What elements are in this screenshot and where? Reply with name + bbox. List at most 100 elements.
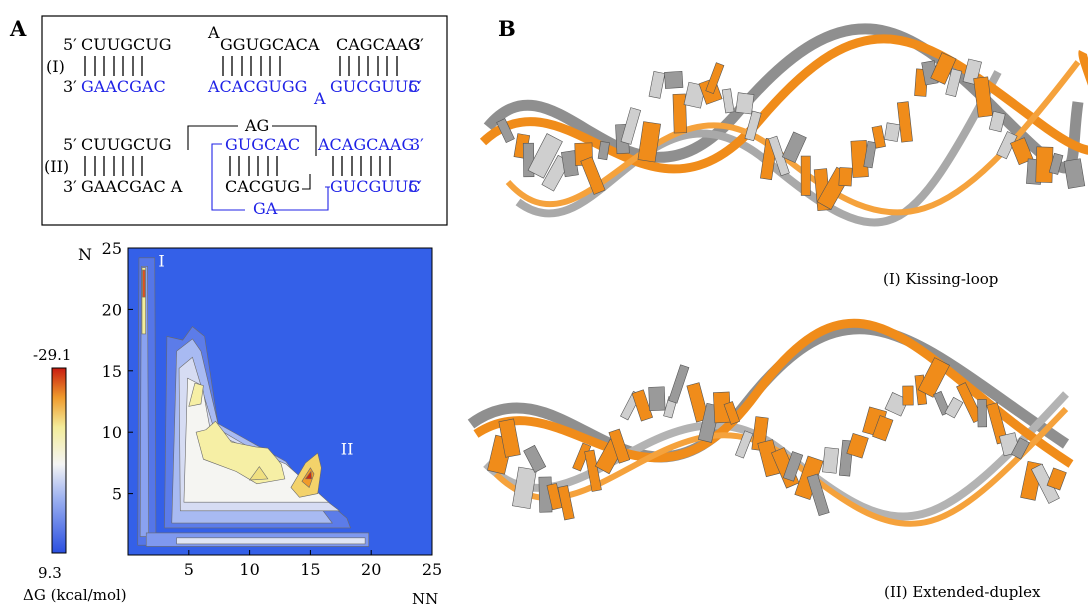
base-pair-rung bbox=[672, 93, 688, 134]
base-pair-rung bbox=[902, 385, 914, 406]
rna-scheme: (I) 5′ CUUGCUG A GGUGCACA CAGCAAG 3′ 3′ … bbox=[41, 15, 448, 226]
base-pair-rung bbox=[683, 81, 706, 109]
base-pair-rung bbox=[637, 121, 661, 163]
base-pair-rung bbox=[498, 418, 521, 458]
base-pair-rung bbox=[838, 167, 853, 187]
x-tick-label: 15 bbox=[300, 560, 320, 579]
scheme-I-top-seq-2: GGUGCACA bbox=[220, 35, 320, 54]
base-pair-rung bbox=[620, 107, 642, 145]
scheme-I-bottom-seq-3: GUCGUUC bbox=[330, 77, 421, 96]
scheme-II-blue-connector bbox=[211, 143, 330, 211]
contour-chart: -29.1 9.3 ΔG (kcal/mol) 5 10 15 20 25 5 10 15 20… bbox=[23, 240, 443, 605]
contour-floor-inner bbox=[176, 537, 366, 545]
base-pair-rung bbox=[945, 68, 963, 97]
base-pair-rung bbox=[883, 122, 901, 142]
scheme-I-top-seq-1: CUUGCUG bbox=[81, 35, 172, 54]
base-pair-rung bbox=[597, 141, 610, 161]
base-pair-rung bbox=[1063, 158, 1086, 189]
base-pair-rung bbox=[631, 389, 654, 422]
base-pair-rung bbox=[512, 466, 537, 510]
base-pair-rung bbox=[705, 62, 725, 94]
base-pair-rung bbox=[557, 485, 575, 521]
contour-level-5c bbox=[248, 466, 269, 481]
base-pair-rung bbox=[664, 70, 684, 89]
base-pair-rung bbox=[977, 399, 988, 428]
base-pair-rung bbox=[944, 396, 964, 419]
y-tick-label: 5 bbox=[112, 485, 122, 504]
contour-annotation: I bbox=[158, 251, 164, 270]
base-pair-rung bbox=[806, 473, 830, 517]
base-pair-rung bbox=[872, 415, 894, 442]
extended-duplex-model bbox=[467, 318, 1074, 527]
contour-ridge-red bbox=[142, 269, 146, 298]
kissing-loop-model bbox=[479, 23, 1088, 227]
colorbar-bottom-label: 9.3 bbox=[38, 564, 62, 582]
x-tick-label: 5 bbox=[184, 560, 194, 579]
x-tick-label: 20 bbox=[361, 560, 381, 579]
scheme-II-bottom-right: GUCGUUC bbox=[330, 177, 421, 196]
scheme-I-bottom-seq-2: ACACGUGG bbox=[207, 77, 307, 96]
scheme-II: (II) 5′ CUUGCUG AG GUGCAC ACAGCAAG 3′ 3′… bbox=[44, 116, 424, 218]
base-pair-rung bbox=[863, 140, 877, 169]
x-tick-label: 10 bbox=[239, 560, 259, 579]
scheme-I-top-end: 3′ bbox=[410, 35, 424, 54]
y-tick-label: 15 bbox=[102, 362, 122, 381]
base-pair-rung bbox=[871, 125, 886, 149]
scheme-I: (I) 5′ CUUGCUG A GGUGCACA CAGCAAG 3′ 3′ … bbox=[46, 23, 424, 108]
y-axis-label: N bbox=[78, 245, 92, 264]
colorbar bbox=[51, 367, 67, 554]
y-tick-label: 25 bbox=[102, 240, 122, 258]
contour-annotation: II bbox=[341, 439, 354, 458]
scheme-II-top-right: ACAGCAAG bbox=[317, 135, 414, 154]
base-pair-rung bbox=[723, 401, 741, 425]
base-pair-rung bbox=[782, 451, 804, 482]
contour-level-5b bbox=[188, 382, 204, 407]
base-pair-rung bbox=[580, 156, 606, 195]
y-tick-label: 10 bbox=[102, 423, 122, 442]
scheme-II-black-connector bbox=[187, 125, 317, 190]
contour-level-8 bbox=[304, 470, 312, 480]
plot-frame bbox=[127, 247, 433, 556]
scheme-I-bottom-end: 5′ bbox=[408, 77, 422, 96]
scheme-II-inner-bottom: CACGUG bbox=[225, 177, 300, 196]
base-pair-rung bbox=[523, 444, 547, 473]
scheme-I-label: (I) bbox=[46, 57, 65, 76]
base-pair-rung bbox=[846, 433, 869, 459]
base-pair-rung bbox=[608, 428, 631, 464]
base-pair-rung bbox=[1035, 146, 1054, 183]
base-pair-rung bbox=[496, 118, 515, 144]
scheme-II-inner-top: GUGCAC bbox=[225, 135, 300, 154]
scheme-I-bottom-prime: 3′ bbox=[63, 77, 77, 96]
base-pair-rung bbox=[781, 131, 807, 164]
scheme-II-pairing-bars bbox=[84, 156, 391, 176]
x-tick-label: 25 bbox=[422, 560, 442, 579]
structure-extended-duplex: (II) Extended-duplex bbox=[467, 318, 1074, 601]
base-pair-rung bbox=[822, 447, 840, 474]
x-axis-label: NN bbox=[412, 590, 438, 605]
base-pair-rung bbox=[1048, 152, 1064, 175]
scheme-I-pairing-bars bbox=[84, 56, 398, 76]
scheme-I-bottom-bulge: A bbox=[313, 89, 326, 108]
base-pair-rung bbox=[648, 386, 666, 412]
scheme-I-bottom-seq-1: GAACGAC bbox=[81, 77, 166, 96]
panel-label-b: B bbox=[498, 16, 516, 41]
base-pair-rung bbox=[584, 449, 602, 492]
scheme-I-top-prime: 5′ bbox=[63, 35, 77, 54]
scheme-II-bottom-prime: 3′ bbox=[63, 177, 77, 196]
scheme-II-loop-bottom: GA bbox=[253, 199, 278, 218]
base-pair-rung bbox=[973, 76, 993, 118]
base-pair-rung bbox=[721, 88, 735, 114]
base-pair-rung bbox=[800, 155, 811, 196]
contour-level-5 bbox=[195, 420, 286, 485]
base-pair-rung bbox=[1010, 137, 1034, 166]
kissing-loop-caption: (I) Kissing-loop bbox=[883, 270, 998, 288]
structure-kissing-loop: (I) Kissing-loop bbox=[479, 23, 1088, 288]
base-pair-rung bbox=[917, 357, 950, 398]
panel-label-a: A bbox=[10, 16, 27, 41]
base-pair-rung bbox=[896, 101, 913, 143]
base-pair-rung bbox=[996, 131, 1018, 160]
extended-duplex-caption: (II) Extended-duplex bbox=[884, 583, 1041, 601]
y-tick-label: 20 bbox=[102, 300, 122, 319]
scheme-II-label: (II) bbox=[44, 157, 69, 176]
